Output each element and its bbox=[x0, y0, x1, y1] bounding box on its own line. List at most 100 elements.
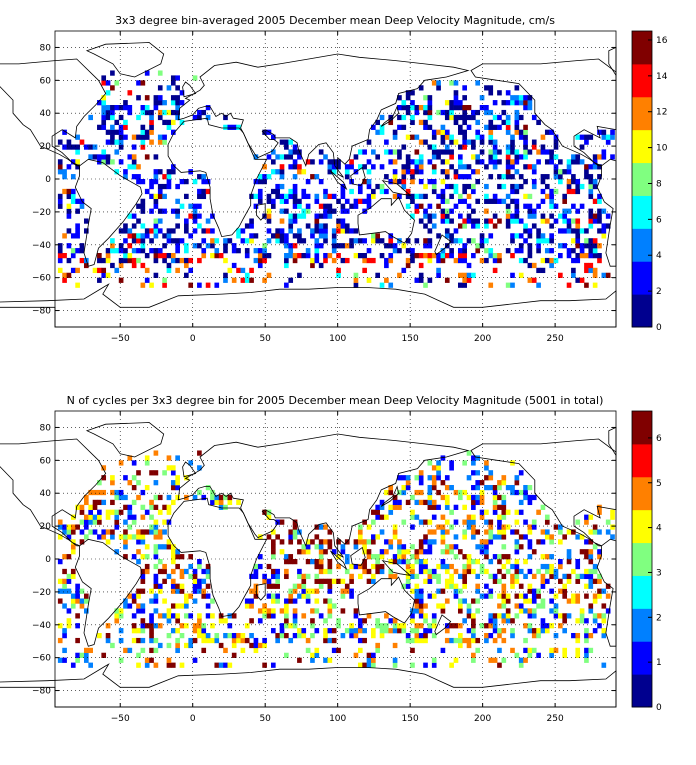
data-cell bbox=[131, 460, 137, 466]
data-cell bbox=[540, 583, 546, 589]
data-cell bbox=[170, 75, 176, 81]
data-cell bbox=[440, 169, 446, 175]
data-cell bbox=[566, 223, 572, 229]
data-cell bbox=[444, 129, 450, 135]
data-cell bbox=[323, 633, 328, 639]
data-cell bbox=[305, 159, 311, 165]
data-cell bbox=[184, 262, 189, 269]
data-cell bbox=[423, 637, 428, 644]
data-cell bbox=[471, 109, 476, 116]
data-cell bbox=[510, 618, 515, 624]
colorbar-tick-label: 16 bbox=[656, 36, 668, 46]
data-cell bbox=[192, 114, 198, 121]
data-cell bbox=[114, 129, 120, 135]
data-cell bbox=[457, 489, 463, 496]
data-cell bbox=[388, 243, 394, 249]
data-cell bbox=[531, 524, 537, 530]
data-cell bbox=[597, 613, 602, 619]
data-cell bbox=[366, 248, 372, 254]
data-cell bbox=[510, 139, 515, 145]
data-cell bbox=[170, 253, 176, 259]
data-cell bbox=[366, 203, 372, 209]
data-cell bbox=[314, 608, 320, 614]
data-cell bbox=[449, 134, 454, 140]
data-cell bbox=[584, 657, 589, 663]
data-cell bbox=[79, 243, 85, 249]
data-cell bbox=[284, 154, 289, 160]
data-cell bbox=[514, 149, 520, 155]
data-cell bbox=[462, 583, 467, 589]
data-cell bbox=[66, 534, 72, 540]
data-cell bbox=[518, 174, 524, 180]
data-cell bbox=[418, 588, 424, 594]
data-cell bbox=[175, 114, 180, 121]
data-cell bbox=[444, 519, 450, 525]
data-cell bbox=[562, 588, 568, 594]
data-cell bbox=[270, 583, 276, 589]
data-cell bbox=[488, 470, 494, 476]
data-cell bbox=[97, 257, 102, 264]
data-cell bbox=[484, 198, 489, 204]
data-cell bbox=[184, 228, 189, 234]
data-cell bbox=[397, 114, 402, 121]
data-cell bbox=[388, 119, 394, 126]
data-cell bbox=[118, 277, 124, 283]
data-cell bbox=[57, 637, 63, 644]
data-cell bbox=[136, 470, 141, 476]
data-cell bbox=[401, 583, 407, 589]
data-cell bbox=[371, 149, 376, 155]
data-cell bbox=[488, 475, 494, 481]
data-cell bbox=[270, 203, 276, 209]
data-cell bbox=[440, 129, 446, 135]
data-cell bbox=[144, 623, 150, 629]
data-cell bbox=[371, 563, 376, 570]
data-cell bbox=[131, 593, 137, 599]
data-cell bbox=[405, 105, 411, 111]
data-cell bbox=[83, 519, 89, 525]
data-cell bbox=[371, 633, 376, 639]
data-cell bbox=[114, 80, 120, 86]
data-cell bbox=[175, 208, 180, 214]
data-cell bbox=[471, 144, 476, 150]
data-cell bbox=[427, 228, 433, 234]
data-cell bbox=[410, 198, 415, 204]
data-cell bbox=[197, 578, 202, 584]
data-cell bbox=[575, 253, 581, 259]
data-cell bbox=[410, 662, 415, 668]
data-cell bbox=[440, 134, 446, 140]
data-cell bbox=[305, 223, 311, 229]
data-cell bbox=[62, 524, 67, 530]
data-cell bbox=[505, 174, 511, 180]
data-cell bbox=[527, 524, 533, 530]
colorbar-segment bbox=[632, 294, 652, 328]
data-cell bbox=[357, 647, 363, 654]
data-cell bbox=[527, 544, 533, 550]
data-cell bbox=[253, 573, 259, 580]
data-cell bbox=[392, 662, 398, 668]
data-cell bbox=[101, 257, 107, 264]
data-cell bbox=[388, 253, 394, 259]
data-cell bbox=[388, 568, 394, 575]
data-cell bbox=[501, 475, 507, 481]
data-cell bbox=[123, 100, 128, 106]
data-cell bbox=[466, 105, 472, 111]
data-cell bbox=[431, 613, 437, 619]
colorbar-segment bbox=[632, 195, 652, 229]
data-cell bbox=[140, 623, 146, 629]
data-cell bbox=[131, 238, 137, 244]
data-cell bbox=[462, 618, 467, 624]
data-cell bbox=[492, 504, 498, 510]
data-cell bbox=[371, 188, 376, 195]
data-cell bbox=[479, 134, 485, 140]
data-cell bbox=[501, 480, 507, 486]
data-cell bbox=[427, 489, 433, 496]
data-cell bbox=[75, 652, 80, 658]
data-cell bbox=[444, 549, 450, 555]
data-cell bbox=[510, 253, 515, 259]
data-cell bbox=[540, 174, 546, 180]
data-cell bbox=[140, 637, 146, 644]
data-cell bbox=[601, 134, 607, 140]
data-cell bbox=[392, 524, 398, 530]
data-cell bbox=[301, 633, 307, 639]
data-cell bbox=[510, 489, 515, 496]
